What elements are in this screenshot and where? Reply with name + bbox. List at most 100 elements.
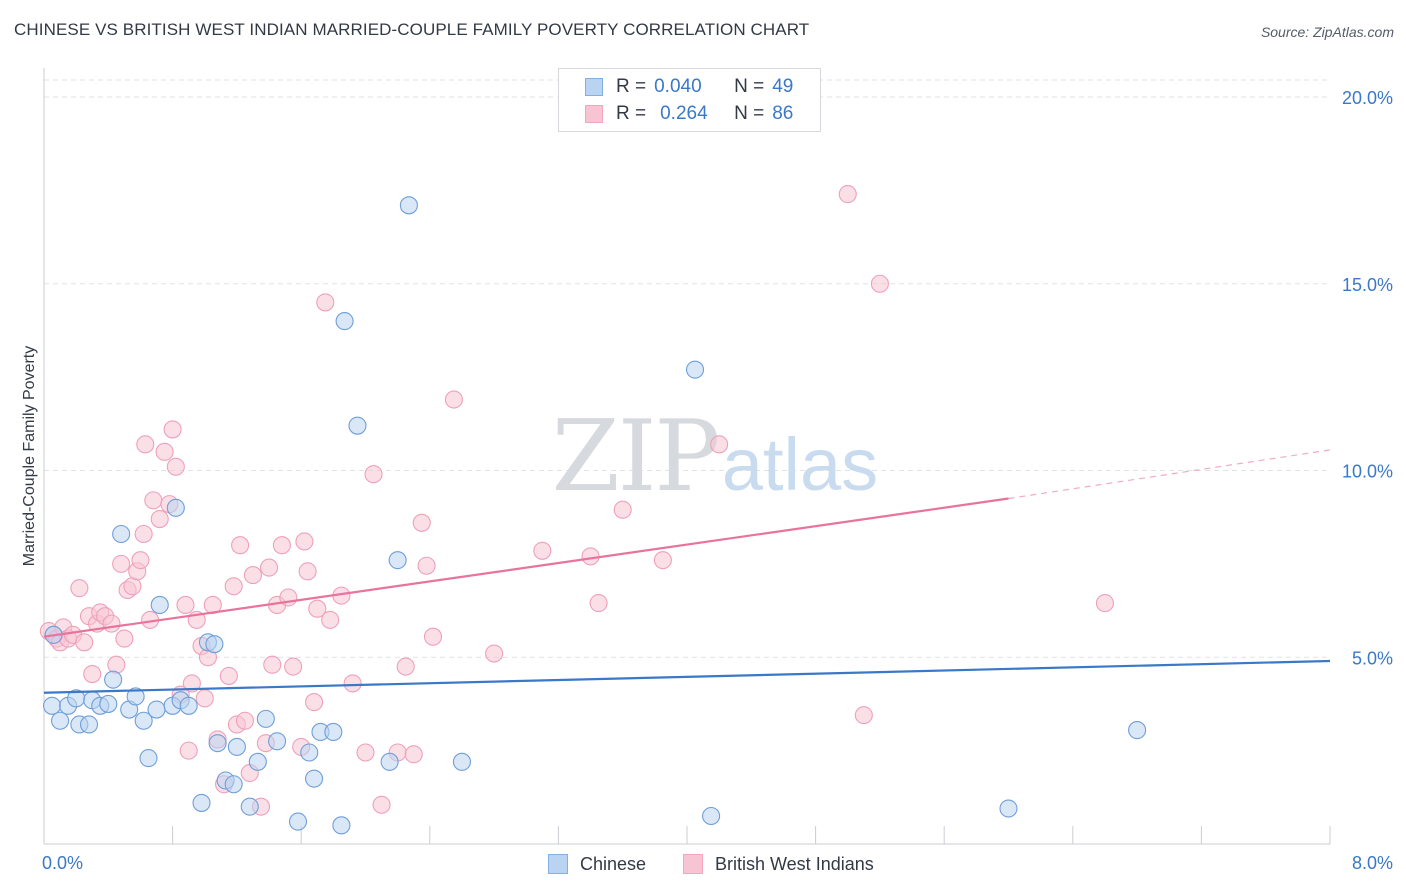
data-point-chinese: [999, 799, 1018, 818]
data-point-chinese: [332, 816, 351, 835]
data-point-bwi: [372, 795, 391, 814]
data-point-chinese: [205, 635, 224, 654]
data-point-bwi: [423, 627, 443, 646]
axes: [43, 68, 1331, 845]
data-point-bwi: [179, 741, 198, 760]
data-point-bwi: [182, 674, 201, 693]
source-credit: Source: ZipAtlas.com: [1260, 24, 1394, 40]
data-point-chinese: [452, 752, 472, 771]
data-point-chinese: [166, 498, 185, 517]
legend-n-value: 86: [772, 103, 794, 124]
legend-n-label: N =: [734, 103, 765, 124]
data-point-bwi: [870, 274, 889, 293]
data-point-chinese: [685, 360, 705, 379]
data-point-bwi: [259, 558, 279, 577]
data-point-bwi: [284, 657, 303, 676]
data-point-bwi: [308, 599, 327, 618]
watermark: ZIP atlas: [552, 400, 879, 514]
data-point-bwi: [134, 524, 153, 544]
data-point-bwi: [653, 551, 672, 570]
data-point-bwi: [231, 536, 250, 555]
y-tick-label: 5.0%: [1352, 648, 1393, 668]
watermark-atlas: atlas: [722, 423, 878, 506]
y-tick-label: 10.0%: [1342, 462, 1393, 482]
data-point-chinese: [51, 711, 70, 730]
data-point-chinese: [99, 694, 118, 713]
data-point-bwi: [356, 743, 375, 762]
data-point-bwi: [444, 390, 463, 409]
data-point-chinese: [702, 806, 721, 826]
data-point-bwi: [150, 510, 169, 529]
data-point-bwi: [263, 655, 282, 674]
data-point-bwi: [176, 595, 195, 615]
legend-r-value: 0.040: [654, 76, 702, 97]
data-point-bwi: [83, 665, 102, 684]
data-point-chinese: [305, 769, 324, 788]
data-point-bwi: [219, 666, 238, 685]
data-point-bwi: [305, 693, 324, 712]
data-point-bwi: [404, 745, 423, 764]
data-point-bwi: [295, 532, 314, 551]
y-tick-label: 15.0%: [1342, 275, 1393, 295]
data-point-bwi: [272, 536, 291, 555]
data-point-bwi: [166, 457, 185, 476]
data-point-chinese: [147, 700, 166, 719]
data-point-chinese: [150, 595, 169, 615]
data-point-bwi: [235, 711, 254, 730]
data-point-chinese: [268, 732, 287, 751]
data-point-chinese: [248, 752, 267, 771]
data-point-chinese: [134, 711, 153, 730]
legend-r-label: R =: [616, 76, 647, 97]
data-point-chinese: [1128, 721, 1147, 740]
data-point-bwi: [131, 551, 150, 570]
data-point-chinese: [348, 416, 367, 435]
data-point-bwi: [417, 556, 436, 575]
x-tick-label: 8.0%: [1352, 853, 1393, 873]
y-tick-label: 20.0%: [1342, 88, 1393, 108]
legend-row-bwi: R = 0.264 N = 86: [585, 103, 793, 125]
data-point-chinese: [335, 312, 354, 331]
legend-item-bwi: British West Indians: [683, 852, 874, 876]
data-point-chinese: [380, 752, 399, 771]
data-point-bwi: [854, 706, 873, 725]
data-point-chinese: [288, 812, 308, 831]
data-point-bwi: [107, 655, 126, 674]
trendline-bwi: [43, 497, 1009, 638]
data-point-chinese: [227, 737, 246, 756]
data-point-chinese: [208, 734, 227, 753]
data-point-chinese: [224, 775, 243, 794]
data-point-bwi: [533, 541, 552, 560]
data-point-bwi: [613, 500, 632, 519]
legend-item-chinese: Chinese: [548, 852, 646, 876]
data-point-chinese: [126, 687, 145, 706]
legend-swatch-bwi: [585, 105, 603, 123]
x-tick-label: 0.0%: [42, 853, 83, 873]
data-point-bwi: [155, 442, 174, 461]
data-point-bwi: [316, 293, 335, 312]
legend-r-value: 0.264: [660, 103, 708, 124]
data-point-bwi: [298, 562, 317, 581]
data-point-chinese: [179, 696, 198, 715]
legend-swatch-chinese: [548, 854, 568, 874]
data-point-bwi: [70, 579, 89, 598]
data-point-bwi: [195, 689, 214, 708]
tick-labels: 5.0% 10.0% 15.0% 20.0% 0.0% 8.0%: [42, 88, 1393, 873]
data-point-chinese: [104, 670, 123, 689]
watermark-zip: ZIP: [552, 400, 719, 514]
legend-label-bwi: British West Indians: [715, 853, 874, 874]
legend-row-chinese: R = 0.040 N = 49: [585, 76, 793, 98]
series-chinese: [42, 196, 1147, 835]
trend-lines: [43, 449, 1331, 694]
legend-n-label: N =: [734, 76, 765, 97]
data-point-chinese: [79, 715, 99, 734]
data-point-bwi: [102, 614, 121, 633]
data-point-bwi: [115, 629, 134, 648]
legend-r-label: R =: [616, 103, 647, 124]
trendline-chinese: [43, 659, 1331, 694]
data-point-bwi: [123, 577, 142, 596]
legend-label-chinese: Chinese: [580, 853, 647, 874]
data-point-chinese: [388, 551, 407, 570]
data-point-bwi: [343, 674, 362, 693]
data-point-chinese: [324, 722, 343, 742]
